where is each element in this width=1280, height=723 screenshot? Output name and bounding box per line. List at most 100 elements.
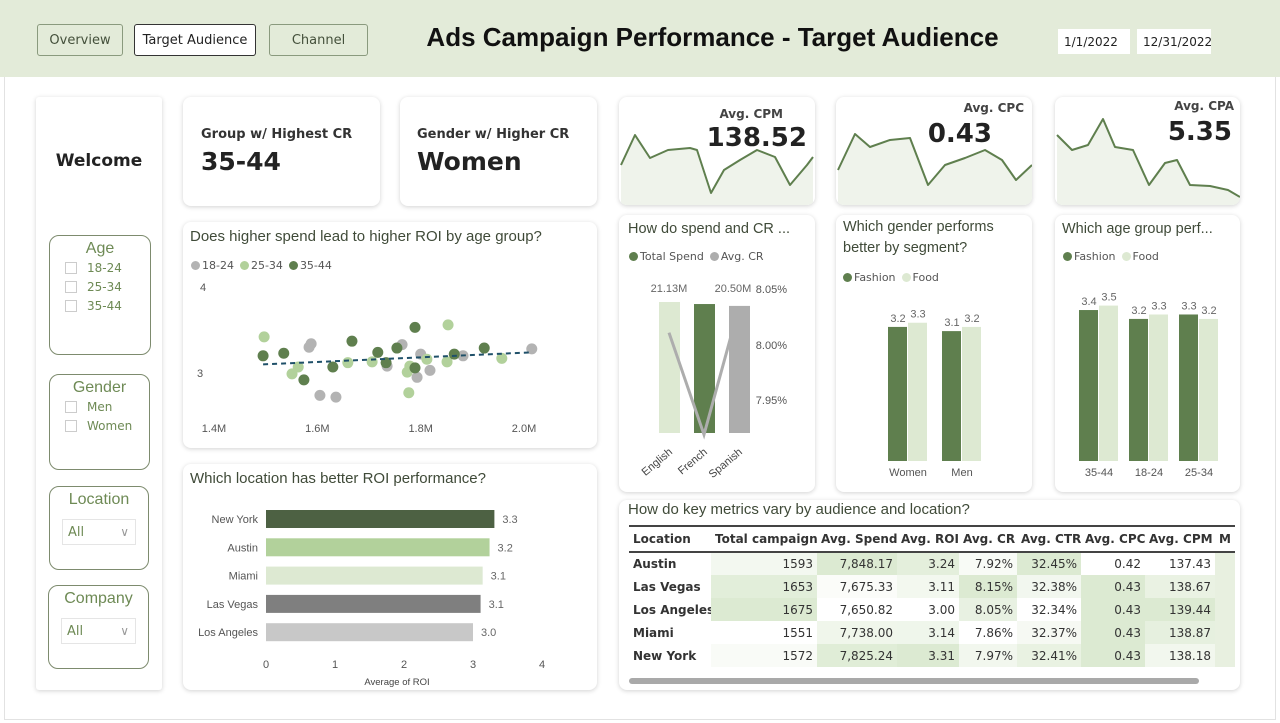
option-label: 25-34 bbox=[87, 279, 122, 294]
scatter-point-18-24 bbox=[303, 341, 315, 353]
legend-item[interactable]: Total Spend bbox=[629, 250, 704, 263]
table-cell: 0.43 bbox=[1081, 644, 1145, 667]
column-header[interactable]: Avg. CPM bbox=[1145, 525, 1215, 553]
table-cell: 1572 bbox=[711, 644, 817, 667]
category-label: 18-24 bbox=[1135, 467, 1163, 479]
nav-target-audience-button[interactable]: Target Audience bbox=[134, 24, 256, 56]
scatter-point-35-44 bbox=[372, 346, 384, 358]
category-label: Las Vegas bbox=[207, 599, 259, 611]
table-row[interactable]: New York 1572 7,825.24 3.31 7.97% 32.41% 0.43 1… bbox=[629, 644, 1235, 667]
bar-25-34-Food bbox=[1199, 318, 1218, 461]
checkbox-icon[interactable] bbox=[65, 419, 77, 432]
metrics-table: Location Total campaigns Avg. Spend Avg. RO… bbox=[629, 525, 1235, 667]
table-cell: 138.18 bbox=[1145, 644, 1215, 667]
nav-overview-button[interactable]: Overview bbox=[37, 24, 123, 56]
column-header[interactable]: Total campaigns bbox=[711, 525, 817, 553]
legend-item[interactable]: Food bbox=[1121, 250, 1159, 263]
bar-English bbox=[659, 301, 680, 433]
x-tick-label: 1.4M bbox=[202, 423, 226, 435]
option-label: 18-24 bbox=[87, 260, 122, 275]
scatter-point-35-44 bbox=[448, 348, 460, 360]
bar-Austin bbox=[266, 538, 490, 557]
legend-label: Food bbox=[1132, 250, 1159, 263]
legend-item[interactable]: 35-44 bbox=[288, 259, 332, 272]
table-cell: 7.86% bbox=[959, 621, 1017, 644]
table-row[interactable]: Miami 1551 7,738.00 3.14 7.86% 32.37% 0.43 138.… bbox=[629, 621, 1235, 644]
data-label: 3.1 bbox=[491, 571, 506, 583]
scatter-point-18-24 bbox=[314, 389, 326, 401]
x-tick-label: 1.6M bbox=[305, 423, 329, 435]
data-label: 3.3 bbox=[1151, 300, 1166, 312]
date-start-input[interactable]: 1/1/2022 bbox=[1058, 29, 1130, 54]
table-row[interactable]: Los Angeles 1675 7,650.82 3.00 8.05% 32.34% 0.… bbox=[629, 598, 1235, 621]
table-cell: 0.43 bbox=[1081, 598, 1145, 621]
table-header-row: Location Total campaigns Avg. Spend Avg. RO… bbox=[629, 525, 1235, 553]
company-dropdown[interactable]: All ∨ bbox=[61, 618, 136, 644]
table-cell: 1551 bbox=[711, 621, 817, 644]
horizontal-scrollbar[interactable] bbox=[629, 678, 1199, 684]
bar-18-24-Food bbox=[1149, 314, 1168, 461]
category-label: 35-44 bbox=[1085, 467, 1113, 479]
bar-Miami bbox=[266, 566, 483, 585]
data-label: 3.1 bbox=[489, 599, 504, 611]
header-bar: Overview Target Audience Channel Ads Cam… bbox=[0, 0, 1280, 77]
scatter-point-35-44 bbox=[278, 347, 290, 359]
scatter-point-35-44 bbox=[391, 342, 403, 354]
checkbox-icon[interactable] bbox=[65, 299, 77, 312]
company-value: All bbox=[67, 623, 84, 639]
avg-cr-line bbox=[667, 306, 741, 440]
nav-channel-button[interactable]: Channel bbox=[269, 24, 368, 56]
sidebar: Welcome Age 18-24 25-34 35-44 Gender Men… bbox=[36, 97, 162, 690]
scatter-point-18-24 bbox=[411, 371, 423, 383]
age-option-35-44[interactable]: 35-44 bbox=[65, 296, 150, 315]
table-cell: 139.44 bbox=[1145, 598, 1215, 621]
legend-item[interactable]: 18-24 bbox=[191, 259, 234, 272]
location-roi-card: New York 3.3 Austin 3.2 Miami 3.1 Las Vegas 3.1… bbox=[183, 464, 597, 690]
date-end-input[interactable]: 12/31/2022 bbox=[1137, 29, 1212, 54]
age-slicer-title: Age bbox=[85, 240, 115, 257]
page-title: Ads Campaign Performance - Target Audien… bbox=[426, 22, 999, 52]
checkbox-icon[interactable] bbox=[65, 400, 77, 413]
legend-dot-icon bbox=[901, 273, 911, 282]
scatter-point-25-34 bbox=[442, 319, 454, 331]
column-header[interactable]: Avg. CR bbox=[959, 525, 1017, 553]
category-label: Los Angeles bbox=[198, 627, 258, 639]
location-dropdown[interactable]: All ∨ bbox=[62, 519, 136, 545]
table-cell: 7,738.00 bbox=[817, 621, 897, 644]
cpa-sparkline bbox=[1056, 118, 1240, 205]
column-header[interactable]: Avg. CTR bbox=[1017, 525, 1081, 553]
column-header[interactable]: Avg. Spend bbox=[817, 525, 897, 553]
data-label: 3.2 bbox=[964, 313, 979, 325]
column-header[interactable]: Location bbox=[629, 525, 711, 553]
option-label: Women bbox=[87, 418, 133, 433]
legend-dot-icon bbox=[629, 252, 638, 261]
gender-option-men[interactable]: Men bbox=[65, 397, 149, 416]
legend-label: Total Spend bbox=[640, 250, 704, 263]
table-row[interactable]: Las Vegas 1653 7,675.33 3.11 8.15% 32.38% 0.43… bbox=[629, 575, 1235, 598]
table-cell: 7,650.82 bbox=[817, 598, 897, 621]
legend-item[interactable]: Fashion bbox=[843, 271, 896, 284]
column-header[interactable]: M bbox=[1215, 525, 1235, 553]
table-row[interactable]: Austin 1593 7,848.17 3.24 7.92% 32.45% 0.42 137… bbox=[629, 552, 1235, 575]
legend-item[interactable]: Avg. CR bbox=[709, 250, 764, 263]
x-tick-label: 1.8M bbox=[408, 423, 432, 435]
table-cell: 32.41% bbox=[1017, 644, 1081, 667]
table-cell: New York bbox=[633, 648, 697, 663]
legend-item[interactable]: Fashion bbox=[1063, 250, 1116, 263]
table-cell bbox=[1215, 552, 1235, 575]
column-header[interactable]: Avg. CPC bbox=[1081, 525, 1145, 553]
legend-item[interactable]: Food bbox=[901, 271, 939, 284]
age-option-18-24[interactable]: 18-24 bbox=[65, 258, 150, 277]
kpi-value: 0.43 bbox=[927, 119, 992, 149]
column-header[interactable]: Avg. ROI bbox=[897, 525, 959, 553]
data-label: 20.50M bbox=[715, 283, 752, 295]
table-cell: 0.43 bbox=[1081, 621, 1145, 644]
legend-item[interactable]: 25-34 bbox=[239, 259, 283, 272]
checkbox-icon[interactable] bbox=[65, 261, 77, 274]
kpi-value: 5.35 bbox=[1167, 117, 1232, 147]
gender-option-women[interactable]: Women bbox=[65, 416, 149, 435]
age-option-25-34[interactable]: 25-34 bbox=[65, 277, 150, 296]
checkbox-icon[interactable] bbox=[65, 280, 77, 293]
legend-label: Fashion bbox=[854, 271, 896, 284]
data-label: 3.2 bbox=[1201, 305, 1216, 317]
